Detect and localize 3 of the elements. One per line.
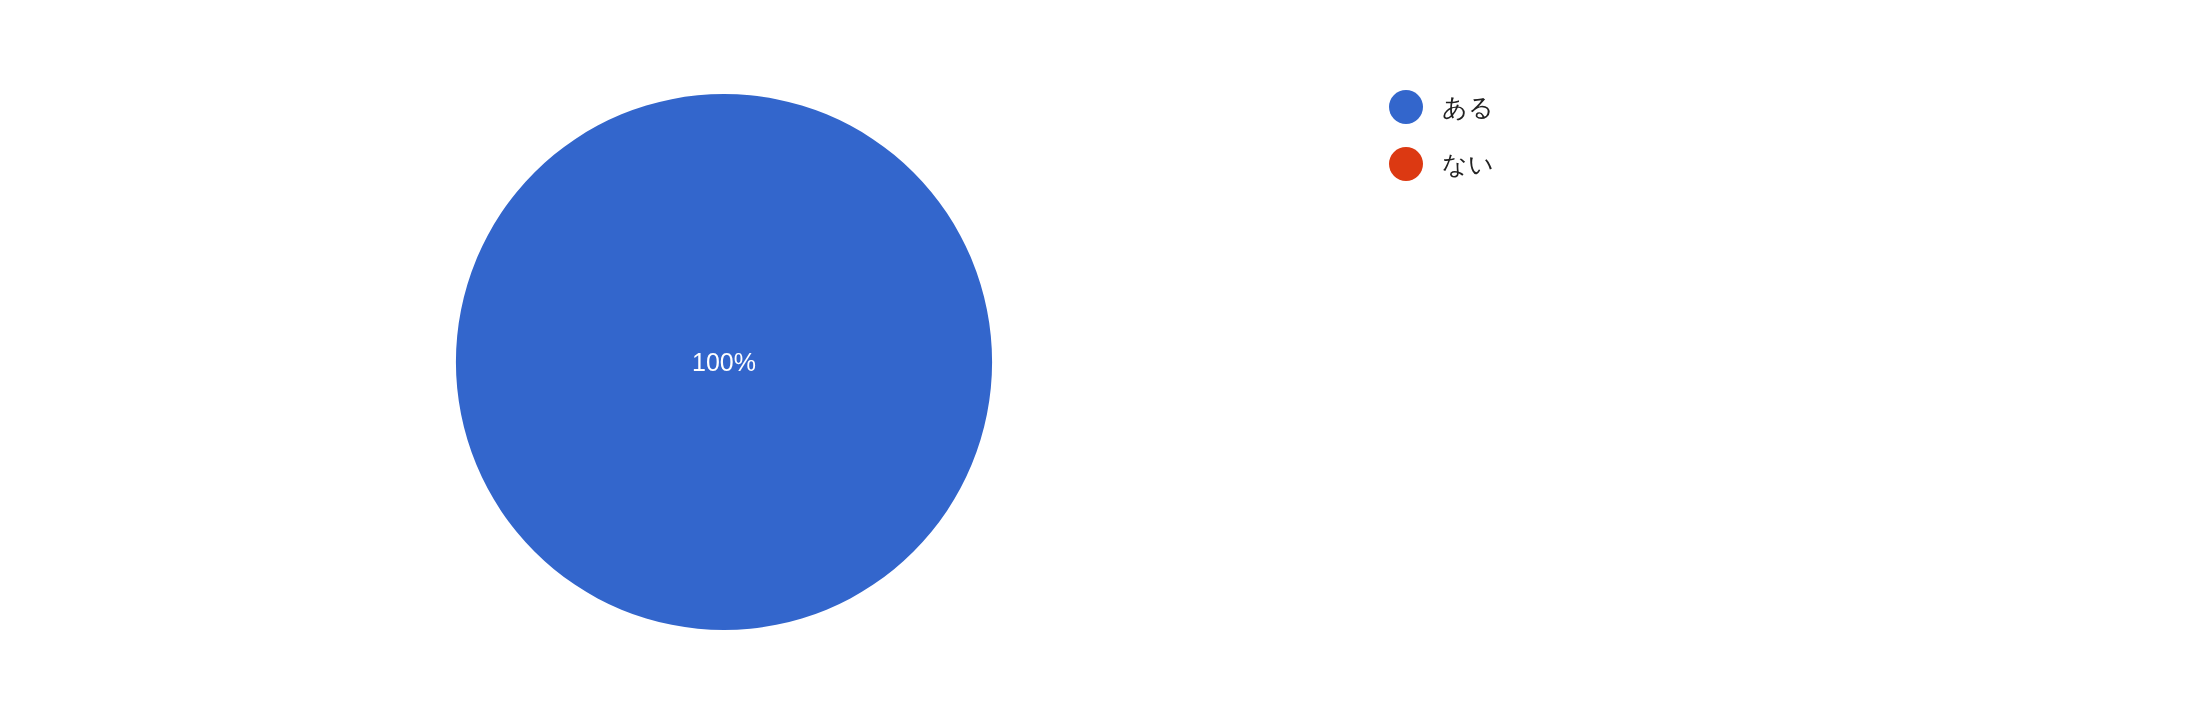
data-label: 100% — [692, 348, 756, 376]
legend-label: ある — [1442, 93, 1494, 121]
legend-label: ない — [1442, 150, 1494, 178]
